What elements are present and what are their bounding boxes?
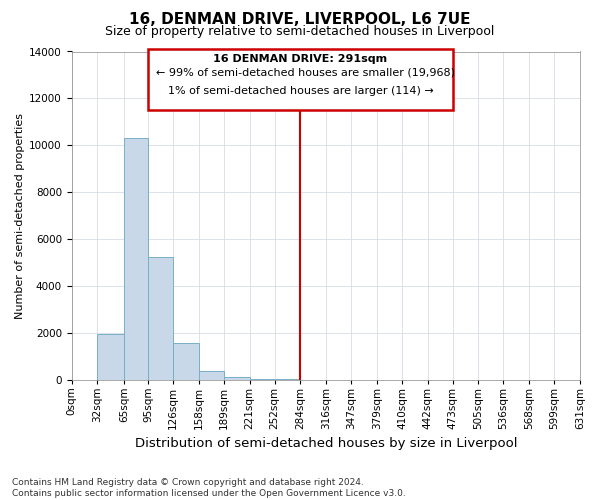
Text: 16, DENMAN DRIVE, LIVERPOOL, L6 7UE: 16, DENMAN DRIVE, LIVERPOOL, L6 7UE (129, 12, 471, 28)
Bar (148, 256, 173, 380)
X-axis label: Distribution of semi-detached houses by size in Liverpool: Distribution of semi-detached houses by … (134, 437, 517, 450)
Text: Size of property relative to semi-detached houses in Liverpool: Size of property relative to semi-detach… (106, 25, 494, 38)
Bar (173, 344, 199, 380)
Text: 1% of semi-detached houses are larger (114) →: 1% of semi-detached houses are larger (1… (167, 86, 433, 97)
Bar (250, 379, 275, 380)
FancyBboxPatch shape (148, 49, 453, 110)
Bar (97, 334, 124, 380)
Bar (224, 378, 250, 380)
Title: 16, DENMAN DRIVE, LIVERPOOL, L6 7UE
Size of property relative to semi-detached h: 16, DENMAN DRIVE, LIVERPOOL, L6 7UE Size… (304, 49, 348, 51)
Bar (124, 138, 148, 380)
Bar (199, 372, 224, 380)
Text: 16 DENMAN DRIVE: 291sqm: 16 DENMAN DRIVE: 291sqm (214, 54, 388, 64)
Y-axis label: Number of semi-detached properties: Number of semi-detached properties (15, 112, 25, 318)
Text: ← 99% of semi-detached houses are smaller (19,968): ← 99% of semi-detached houses are smalle… (156, 68, 455, 78)
Text: Contains HM Land Registry data © Crown copyright and database right 2024.
Contai: Contains HM Land Registry data © Crown c… (12, 478, 406, 498)
